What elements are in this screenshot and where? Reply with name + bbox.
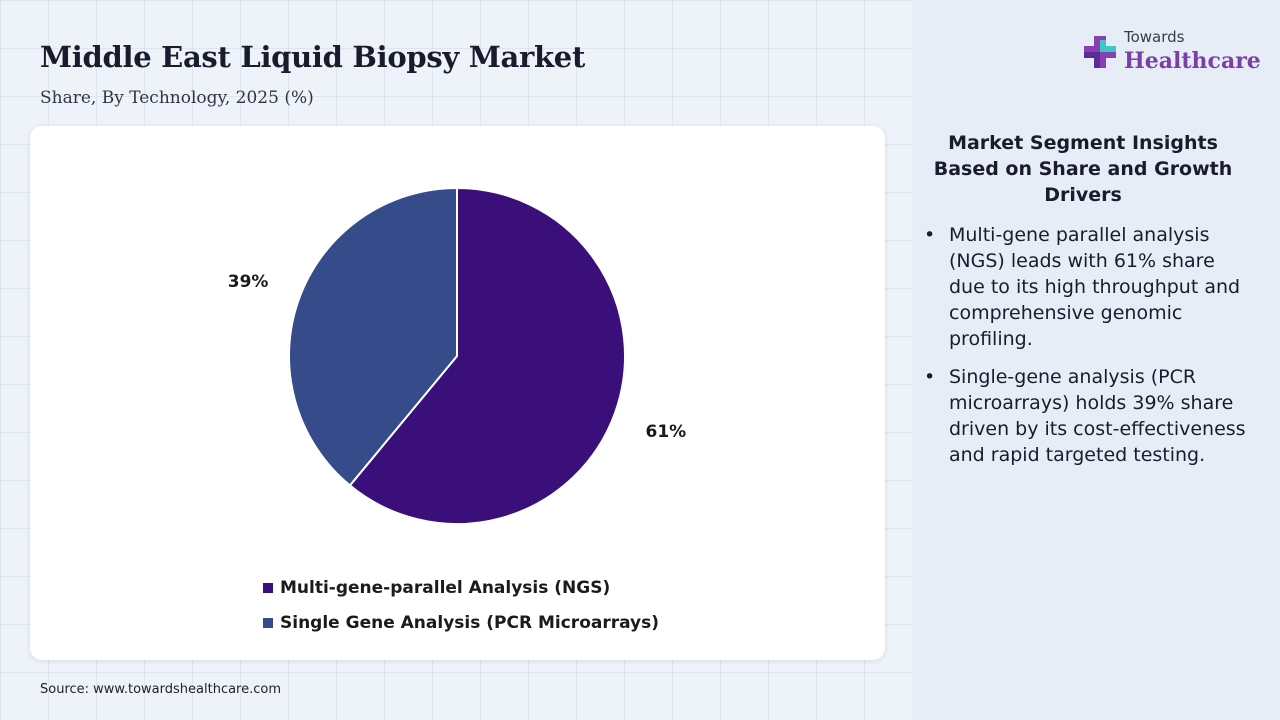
- logo-text-top: Towards: [1124, 28, 1185, 46]
- medical-cross-icon: [1084, 36, 1116, 68]
- legend-swatch-ngs: [263, 582, 273, 593]
- insights-list: • Multi-gene parallel analysis (NGS) lea…: [922, 222, 1252, 480]
- chart-legend: Multi-gene-parallel Analysis (NGS) Singl…: [263, 570, 659, 640]
- chart-panel: Middle East Liquid Biopsy Market Share, …: [30, 40, 885, 697]
- insight-text: Single-gene analysis (PCR microarrays) h…: [949, 366, 1246, 466]
- legend-swatch-pcr: [263, 617, 273, 628]
- pie-slice-pcr: [288, 186, 458, 487]
- chart-subtitle: Share, By Technology, 2025 (%): [40, 88, 314, 108]
- data-label-ngs: 61%: [646, 422, 687, 442]
- legend-item-pcr: Single Gene Analysis (PCR Microarrays): [263, 605, 659, 640]
- insights-heading: Market Segment Insights Based on Share a…: [933, 132, 1233, 206]
- pie-slice-ngs: [348, 186, 626, 525]
- bullet-icon: •: [924, 224, 936, 246]
- data-label-pcr: 39%: [228, 272, 269, 292]
- chart-title: Middle East Liquid Biopsy Market: [40, 40, 586, 74]
- legend-label-pcr: Single Gene Analysis (PCR Microarrays): [280, 612, 660, 633]
- brand-logo[interactable]: Towards Healthcare: [1080, 28, 1261, 78]
- pie-chart: 61% 39%: [228, 186, 687, 525]
- insight-item: • Multi-gene parallel analysis (NGS) lea…: [922, 222, 1252, 352]
- logo-text-main: Healthcare: [1124, 48, 1261, 74]
- chart-card: 61% 39% Multi-gene-parallel Analysis (NGS…: [30, 126, 885, 660]
- bullet-icon: •: [924, 366, 936, 388]
- legend-label-ngs: Multi-gene-parallel Analysis (NGS): [280, 577, 611, 598]
- insight-text: Multi-gene parallel analysis (NGS) leads…: [949, 224, 1241, 350]
- legend-item-ngs: Multi-gene-parallel Analysis (NGS): [263, 570, 659, 605]
- insights-panel: [912, 0, 1280, 720]
- insight-item: • Single-gene analysis (PCR microarrays)…: [922, 364, 1252, 468]
- source-note: Source: www.towardshealthcare.com: [40, 682, 282, 697]
